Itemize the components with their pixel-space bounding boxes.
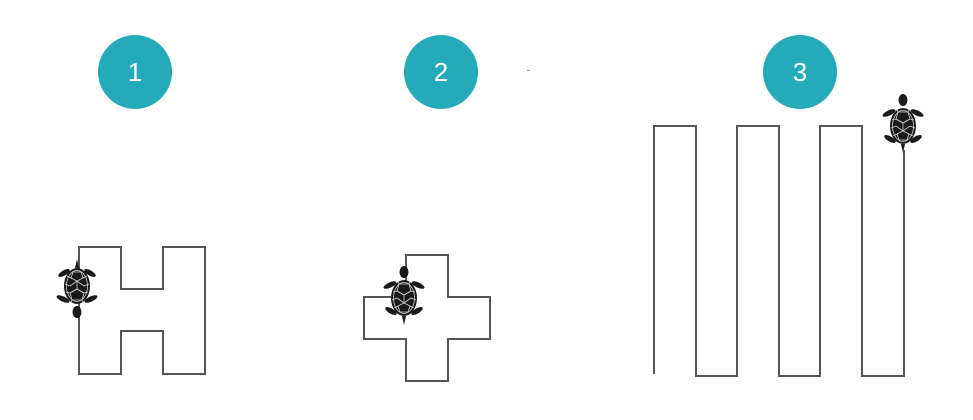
h-shape-path — [78, 246, 206, 375]
turtle-icon — [382, 265, 426, 326]
plus-shape-path — [363, 254, 491, 382]
square-wave-path — [653, 125, 905, 377]
step-2-badge: 2 — [404, 35, 478, 109]
turtle-icon — [55, 258, 99, 319]
stray-mark — [527, 70, 530, 71]
step-2-number: 2 — [433, 56, 449, 87]
turtle-icon — [881, 93, 925, 154]
step-3-number: 3 — [792, 56, 808, 87]
step-1-badge: 1 — [98, 35, 172, 109]
step-3-badge: 3 — [763, 35, 837, 109]
step-1-number: 1 — [127, 56, 143, 87]
